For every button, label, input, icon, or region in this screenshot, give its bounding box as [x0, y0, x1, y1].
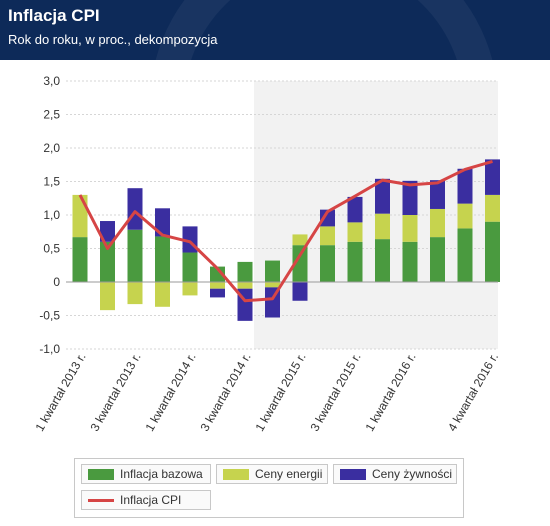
- y-tick-label: -1,0: [39, 342, 60, 356]
- bar-segment: [292, 245, 308, 282]
- bar-segment: [402, 180, 418, 215]
- bar-segment: [210, 288, 225, 298]
- bar-segment: [485, 194, 500, 222]
- bar-segment: [375, 178, 390, 214]
- bar-segment: [430, 237, 445, 282]
- x-tick-label: 3 kwartał 2013 r.: [87, 351, 143, 434]
- chart-subtitle: Rok do roku, w proc., dekompozycja: [8, 32, 218, 47]
- bar-segment: [320, 245, 335, 282]
- bar-segment: [320, 209, 335, 227]
- x-tick-label: 1 kwartał 2015 r.: [252, 351, 308, 434]
- legend-item-inflacja-cpi: Inflacja CPI: [81, 490, 211, 510]
- x-tick-label: 4 kwartał 2016 r.: [445, 351, 501, 434]
- bar-segment: [72, 194, 88, 238]
- bar-segment: [155, 236, 170, 282]
- bar-segment: [265, 282, 280, 288]
- bar-segment: [457, 168, 473, 204]
- legend-swatch-inflacja-bazowa: [88, 468, 114, 480]
- bar-segment: [485, 159, 500, 195]
- bar-segment: [375, 213, 390, 240]
- legend-label-ceny-zywnosci: Ceny żywności: [372, 467, 453, 481]
- bar-segment: [237, 282, 253, 289]
- bar-segment: [347, 241, 363, 282]
- legend-item-ceny-zywnosci: Ceny żywności: [333, 464, 457, 484]
- x-tick-label: 3 kwartał 2014 r.: [197, 351, 253, 434]
- bar-segment: [292, 282, 308, 301]
- legend: Inflacja bazowa Ceny energii Ceny żywnoś…: [74, 458, 464, 518]
- bar-segment: [457, 228, 473, 282]
- x-tick-label: 1 kwartał 2013 r.: [32, 351, 88, 434]
- bar-segment: [375, 239, 390, 282]
- legend-label-inflacja-cpi: Inflacja CPI: [120, 493, 182, 507]
- chart-header: Inflacja CPI Rok do roku, w proc., dekom…: [0, 0, 550, 60]
- y-tick-label: 1,0: [43, 208, 60, 222]
- legend-swatch-inflacja-cpi: [88, 498, 114, 502]
- bar-segment: [127, 188, 143, 230]
- bar-segment: [210, 266, 225, 282]
- y-tick-label: 2,0: [43, 141, 60, 155]
- bar-segment: [155, 282, 170, 307]
- bar-segment: [210, 282, 225, 289]
- bar-segment: [457, 203, 473, 229]
- bar-segment: [155, 208, 170, 237]
- x-tick-label: 1 kwartał 2014 r.: [142, 351, 198, 434]
- y-tick-label: 1,5: [43, 175, 60, 189]
- bar-segment: [292, 234, 308, 246]
- x-tick-label: 3 kwartał 2015 r.: [307, 351, 363, 434]
- bar-segment: [402, 215, 418, 242]
- y-tick-label: 3,0: [43, 74, 60, 88]
- bar-segment: [100, 221, 115, 242]
- y-tick-label: 0: [53, 275, 60, 289]
- bar-segment: [347, 222, 363, 242]
- bar-segment: [100, 282, 115, 311]
- bar-segment: [430, 208, 445, 238]
- bar-segment: [485, 221, 500, 282]
- bar-segment: [182, 252, 198, 282]
- series-line-inflacja-cpi: [78, 159, 493, 303]
- bar-segment: [237, 261, 253, 282]
- bar-segment: [347, 196, 363, 223]
- bar-segment: [127, 282, 143, 305]
- x-tick-label: 1 kwartał 2016 r.: [362, 351, 418, 434]
- y-tick-label: 2,5: [43, 108, 60, 122]
- y-tick-label: -0,5: [39, 309, 60, 323]
- legend-item-inflacja-bazowa: Inflacja bazowa: [81, 464, 211, 484]
- bar-segment: [127, 229, 143, 282]
- legend-label-ceny-energii: Ceny energii: [255, 467, 323, 481]
- legend-item-ceny-energii: Ceny energii: [216, 464, 328, 484]
- bar-segment: [265, 260, 280, 282]
- chart-title: Inflacja CPI: [8, 6, 100, 25]
- bar-segment: [430, 180, 445, 209]
- bar-segment: [72, 237, 88, 282]
- legend-label-inflacja-bazowa: Inflacja bazowa: [120, 467, 203, 481]
- y-tick-label: 0,5: [43, 242, 60, 256]
- bar-segment: [100, 241, 115, 282]
- bar-segment: [402, 241, 418, 282]
- legend-swatch-ceny-energii: [223, 468, 249, 480]
- bar-segment: [320, 226, 335, 246]
- legend-swatch-ceny-zywnosci: [340, 468, 366, 480]
- bar-segment: [182, 282, 198, 296]
